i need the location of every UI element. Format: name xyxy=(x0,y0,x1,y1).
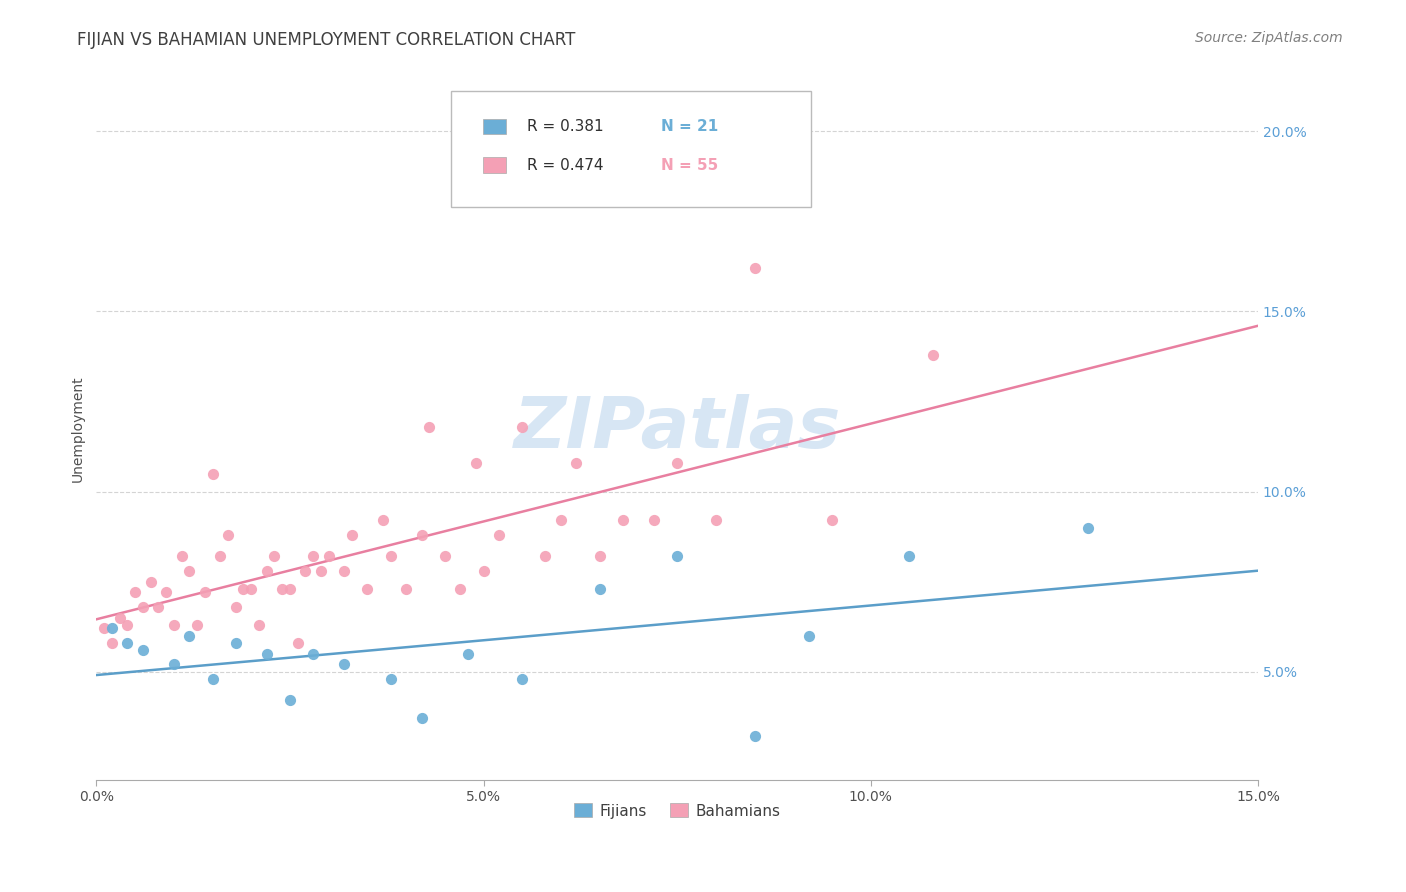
Point xyxy=(170,549,193,564)
Point xyxy=(488,527,510,541)
Point xyxy=(132,643,155,657)
Point xyxy=(179,629,201,643)
Point xyxy=(201,467,224,481)
Point xyxy=(155,585,177,599)
Point xyxy=(704,513,727,527)
Point xyxy=(797,629,820,643)
Point xyxy=(225,636,247,650)
Point xyxy=(380,549,402,564)
Point xyxy=(898,549,921,564)
Point xyxy=(643,513,665,527)
Point xyxy=(333,657,356,672)
Point xyxy=(395,582,418,596)
Point xyxy=(302,647,325,661)
Point xyxy=(271,582,294,596)
Point xyxy=(449,582,471,596)
Point xyxy=(744,261,766,276)
Point xyxy=(278,582,301,596)
Point xyxy=(589,549,612,564)
Point xyxy=(333,564,356,578)
Point xyxy=(1077,520,1099,534)
Point xyxy=(179,564,201,578)
Point xyxy=(294,564,316,578)
Point xyxy=(550,513,572,527)
Point xyxy=(464,456,486,470)
Text: R = 0.381: R = 0.381 xyxy=(527,120,605,134)
Point xyxy=(217,527,239,541)
Point xyxy=(821,513,844,527)
Point xyxy=(256,647,278,661)
Point xyxy=(309,564,332,578)
Text: N = 21: N = 21 xyxy=(661,120,718,134)
Point xyxy=(356,582,378,596)
Point xyxy=(418,419,440,434)
Point xyxy=(371,513,394,527)
Point xyxy=(117,636,139,650)
FancyBboxPatch shape xyxy=(484,158,506,173)
Point xyxy=(194,585,217,599)
Point xyxy=(318,549,340,564)
Text: ZIPatlas: ZIPatlas xyxy=(513,394,841,463)
Point xyxy=(411,711,433,725)
Point xyxy=(240,582,263,596)
Point xyxy=(433,549,456,564)
Text: FIJIAN VS BAHAMIAN UNEMPLOYMENT CORRELATION CHART: FIJIAN VS BAHAMIAN UNEMPLOYMENT CORRELAT… xyxy=(77,31,575,49)
Point xyxy=(186,617,208,632)
Text: N = 55: N = 55 xyxy=(661,158,718,173)
Point xyxy=(340,527,363,541)
Point xyxy=(666,549,689,564)
Point xyxy=(287,636,309,650)
Point xyxy=(247,617,270,632)
Point xyxy=(108,610,131,624)
Point xyxy=(117,617,139,632)
Point xyxy=(163,617,186,632)
Point xyxy=(263,549,285,564)
Point xyxy=(209,549,232,564)
Point xyxy=(163,657,186,672)
Text: Source: ZipAtlas.com: Source: ZipAtlas.com xyxy=(1195,31,1343,45)
Point xyxy=(589,582,612,596)
Point xyxy=(101,621,124,635)
Y-axis label: Unemployment: Unemployment xyxy=(72,376,86,482)
Point xyxy=(534,549,557,564)
Point xyxy=(132,599,155,614)
FancyBboxPatch shape xyxy=(451,92,811,207)
Point xyxy=(472,564,495,578)
Point xyxy=(302,549,325,564)
Point xyxy=(232,582,254,596)
Point xyxy=(124,585,146,599)
Text: R = 0.474: R = 0.474 xyxy=(527,158,603,173)
Point xyxy=(565,456,588,470)
Point xyxy=(411,527,433,541)
Point xyxy=(278,693,301,707)
Point xyxy=(148,599,170,614)
Point xyxy=(457,647,479,661)
FancyBboxPatch shape xyxy=(484,119,506,135)
Point xyxy=(744,730,766,744)
Point xyxy=(510,672,533,686)
Point xyxy=(139,574,162,589)
Point xyxy=(225,599,247,614)
Point xyxy=(201,672,224,686)
Point xyxy=(666,456,689,470)
Point xyxy=(510,419,533,434)
Point xyxy=(921,348,943,362)
Legend: Fijians, Bahamians: Fijians, Bahamians xyxy=(568,797,787,824)
Point xyxy=(612,513,634,527)
Point xyxy=(93,621,115,635)
Point xyxy=(101,636,124,650)
Point xyxy=(256,564,278,578)
Point xyxy=(380,672,402,686)
